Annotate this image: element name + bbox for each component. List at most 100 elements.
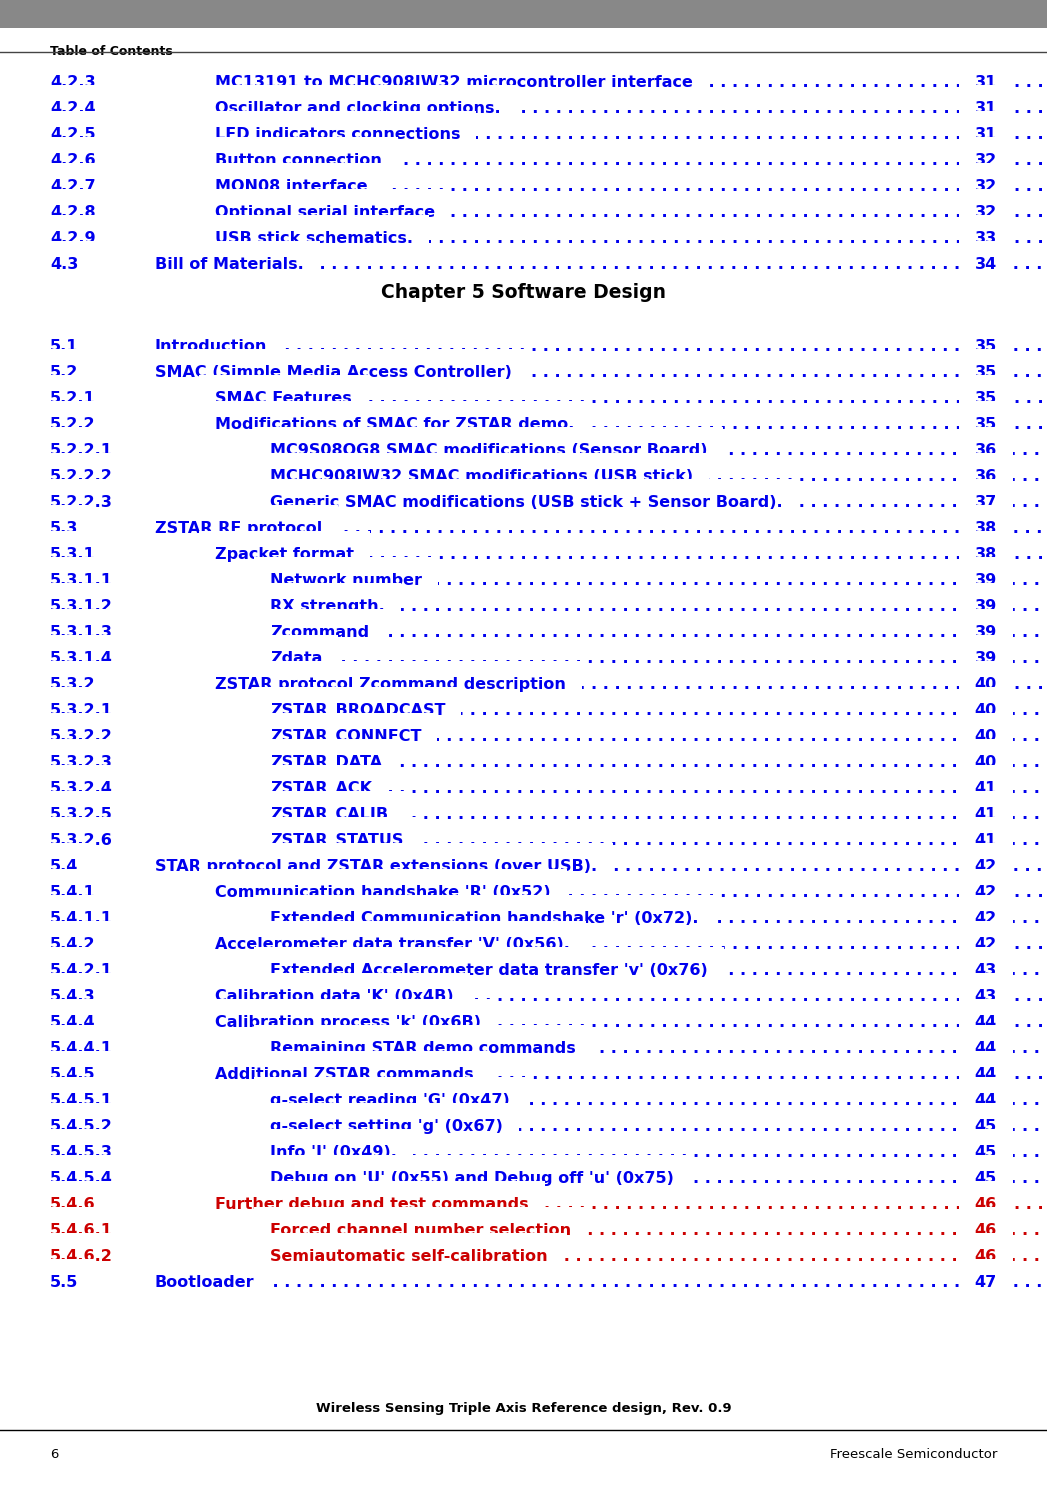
Text: 43: 43 (975, 989, 997, 1004)
Text: 5.4.6.2: 5.4.6.2 (50, 1249, 113, 1264)
Text: g-select reading 'G' (0x47): g-select reading 'G' (0x47) (270, 1094, 510, 1109)
Text: 42: 42 (975, 910, 997, 925)
Text: 36: 36 (975, 443, 997, 457)
Text: 4.2.3: 4.2.3 (50, 74, 95, 89)
Text: Oscillator and clocking options.: Oscillator and clocking options. (215, 101, 500, 116)
Text: USB stick schematics.: USB stick schematics. (215, 231, 413, 246)
Text: 46: 46 (975, 1249, 997, 1264)
Text: 4.2.9: 4.2.9 (50, 231, 95, 246)
Text: 31: 31 (975, 74, 997, 89)
Text: 5.3.1.4: 5.3.1.4 (50, 651, 113, 666)
Text: 4.3: 4.3 (50, 256, 79, 273)
Text: 5.4.6.1: 5.4.6.1 (50, 1223, 113, 1238)
Text: 5.4.4: 5.4.4 (50, 1015, 95, 1030)
Text: Network number: Network number (270, 574, 422, 589)
Text: Zcommand: Zcommand (270, 624, 370, 641)
Text: ZSTAR_ACK: ZSTAR_ACK (270, 781, 372, 797)
Text: 5.4.2: 5.4.2 (50, 937, 95, 952)
Text: 5.3.1.1: 5.3.1.1 (50, 574, 113, 589)
Text: 6: 6 (50, 1448, 59, 1462)
Text: Accelerometer data transfer 'V' (0x56).: Accelerometer data transfer 'V' (0x56). (215, 937, 570, 952)
Text: Zpacket format: Zpacket format (215, 547, 354, 562)
Text: 35: 35 (975, 340, 997, 355)
Text: 5.3.2: 5.3.2 (50, 676, 95, 691)
Text: 5.2.2.3: 5.2.2.3 (50, 495, 113, 510)
Text: . . . . . . . . . . . . . . . . . . . . . . . . . . . . . . . . . . . . . . . . : . . . . . . . . . . . . . . . . . . . . … (270, 729, 1047, 744)
Text: SMAC (Simple Media Access Controller): SMAC (Simple Media Access Controller) (155, 365, 512, 380)
Text: 5.3.2: 5.3.2 (50, 676, 95, 691)
Text: 42: 42 (975, 860, 997, 875)
Text: ZSTAR_CONNECT: ZSTAR_CONNECT (270, 729, 422, 745)
Text: 38: 38 (975, 522, 997, 536)
Text: 32: 32 (975, 153, 997, 168)
Text: 5.3.1.2: 5.3.1.2 (50, 599, 113, 614)
Text: . . . . . . . . . . . . . . . . . . . . . . . . . . . . . . . . . . . . . . . . : . . . . . . . . . . . . . . . . . . . . … (155, 340, 1047, 355)
Text: 5.4.5.1: 5.4.5.1 (50, 1094, 113, 1109)
Text: . . . . . . . . . . . . . . . . . . . . . . . . . . . . . . . . . . . . . . . . : . . . . . . . . . . . . . . . . . . . . … (215, 74, 1047, 89)
Text: 45: 45 (975, 1171, 997, 1186)
Text: 4.2.9: 4.2.9 (50, 231, 95, 246)
Text: Generic SMAC modifications (USB stick + Sensor Board).: Generic SMAC modifications (USB stick + … (270, 495, 782, 510)
Text: MC9S08QG8 SMAC modifications (Sensor Board): MC9S08QG8 SMAC modifications (Sensor Boa… (270, 443, 708, 457)
Text: 4.2.5: 4.2.5 (50, 127, 95, 142)
Text: . . . . . . . . . . . . . . . . . . . . . . . . . . . . . . . . . . . . . . . . : . . . . . . . . . . . . . . . . . . . . … (215, 179, 1047, 194)
Text: MON08 interface: MON08 interface (215, 179, 367, 194)
Text: 5.1: 5.1 (50, 340, 79, 355)
Text: 40: 40 (975, 703, 997, 718)
Text: ZSTAR_DATA: ZSTAR_DATA (270, 755, 382, 770)
Text: 5.4.1.1: 5.4.1.1 (50, 910, 113, 925)
Text: . . . . . . . . . . . . . . . . . . . . . . . . . . . . . . . . . . . . . . . . : . . . . . . . . . . . . . . . . . . . . … (270, 1223, 1047, 1238)
Text: 5.3.1.4: 5.3.1.4 (50, 651, 113, 666)
Text: . . . . . . . . . . . . . . . . . . . . . . . . . . . . . . . . . . . . . . . . : . . . . . . . . . . . . . . . . . . . . … (270, 443, 1047, 457)
Text: Chapter 5 Software Design: Chapter 5 Software Design (381, 283, 666, 302)
Text: . . . . . . . . . . . . . . . . . . . . . . . . . . . . . . . . . . . . . . . . : . . . . . . . . . . . . . . . . . . . . … (270, 703, 1047, 718)
Text: SMAC Features: SMAC Features (215, 390, 352, 405)
Text: 32: 32 (975, 206, 997, 221)
Text: 5.4.5.2: 5.4.5.2 (50, 1119, 113, 1134)
Text: . . . . . . . . . . . . . . . . . . . . . . . . . . . . . . . . . . . . . . . . : . . . . . . . . . . . . . . . . . . . . … (270, 1171, 1047, 1186)
Text: Bill of Materials.: Bill of Materials. (155, 256, 304, 273)
Text: 5.2: 5.2 (50, 365, 79, 380)
Text: 5.2.2.2: 5.2.2.2 (50, 469, 113, 484)
Text: 5.4.6: 5.4.6 (50, 1196, 95, 1211)
Text: 39: 39 (975, 599, 997, 614)
Text: Additional ZSTAR commands: Additional ZSTAR commands (215, 1067, 473, 1082)
Text: 33: 33 (975, 231, 997, 246)
Text: 35: 35 (975, 390, 997, 405)
Text: . . . . . . . . . . . . . . . . . . . . . . . . . . . . . . . . . . . . . . . . : . . . . . . . . . . . . . . . . . . . . … (155, 860, 1047, 875)
Text: STAR protocol and ZSTAR extensions (over USB).: STAR protocol and ZSTAR extensions (over… (155, 860, 597, 875)
Text: 4.2.8: 4.2.8 (50, 206, 95, 221)
Text: Optional serial interface: Optional serial interface (215, 206, 436, 221)
Text: 41: 41 (975, 833, 997, 848)
Text: Calibration process 'k' (0x6B): Calibration process 'k' (0x6B) (215, 1015, 481, 1030)
Text: 44: 44 (975, 1094, 997, 1109)
Text: 31: 31 (975, 101, 997, 116)
Text: . . . . . . . . . . . . . . . . . . . . . . . . . . . . . . . . . . . . . . . . : . . . . . . . . . . . . . . . . . . . . … (270, 1042, 1047, 1056)
Text: 5.3.1.1: 5.3.1.1 (50, 574, 113, 589)
Text: 5.4.5.4: 5.4.5.4 (50, 1171, 113, 1186)
Text: Additional ZSTAR commands: Additional ZSTAR commands (215, 1067, 473, 1082)
Text: 4.2.4: 4.2.4 (50, 101, 95, 116)
Text: 5.4.5: 5.4.5 (50, 1067, 95, 1082)
Text: STAR protocol and ZSTAR extensions (over USB).: STAR protocol and ZSTAR extensions (over… (155, 860, 597, 875)
Text: Modifications of SMAC for ZSTAR demo.: Modifications of SMAC for ZSTAR demo. (215, 417, 575, 432)
Text: . . . . . . . . . . . . . . . . . . . . . . . . . . . . . . . . . . . . . . . . : . . . . . . . . . . . . . . . . . . . . … (270, 781, 1047, 796)
Text: 5.4.1.1: 5.4.1.1 (50, 910, 113, 925)
Text: . . . . . . . . . . . . . . . . . . . . . . . . . . . . . . . . . . . . . . . . : . . . . . . . . . . . . . . . . . . . . … (270, 808, 1047, 822)
Text: . . . . . . . . . . . . . . . . . . . . . . . . . . . . . . . . . . . . . . . . : . . . . . . . . . . . . . . . . . . . . … (215, 547, 1047, 562)
Text: g-select reading 'G' (0x47): g-select reading 'G' (0x47) (270, 1094, 510, 1109)
Text: 34: 34 (975, 256, 997, 273)
Text: 36: 36 (975, 443, 997, 457)
Text: 39: 39 (975, 574, 997, 589)
Text: ZSTAR protocol Zcommand description: ZSTAR protocol Zcommand description (215, 676, 565, 691)
Text: Button connection: Button connection (215, 153, 382, 168)
Text: . . . . . . . . . . . . . . . . . . . . . . . . . . . . . . . . . . . . . . . . : . . . . . . . . . . . . . . . . . . . . … (215, 1196, 1047, 1211)
Text: . . . . . . . . . . . . . . . . . . . . . . . . . . . . . . . . . . . . . . . . : . . . . . . . . . . . . . . . . . . . . … (215, 127, 1047, 142)
Text: . . . . . . . . . . . . . . . . . . . . . . . . . . . . . . . . . . . . . . . . : . . . . . . . . . . . . . . . . . . . . … (270, 910, 1047, 925)
Text: Info 'I' (0x49).: Info 'I' (0x49). (270, 1144, 397, 1161)
Text: 5.4.2.1: 5.4.2.1 (50, 963, 113, 977)
Text: 31: 31 (975, 101, 997, 116)
Text: . . . . . . . . . . . . . . . . . . . . . . . . . . . . . . . . . . . . . . . . : . . . . . . . . . . . . . . . . . . . . … (270, 833, 1047, 848)
Text: 41: 41 (975, 833, 997, 848)
Text: 5.2.1: 5.2.1 (50, 390, 95, 405)
